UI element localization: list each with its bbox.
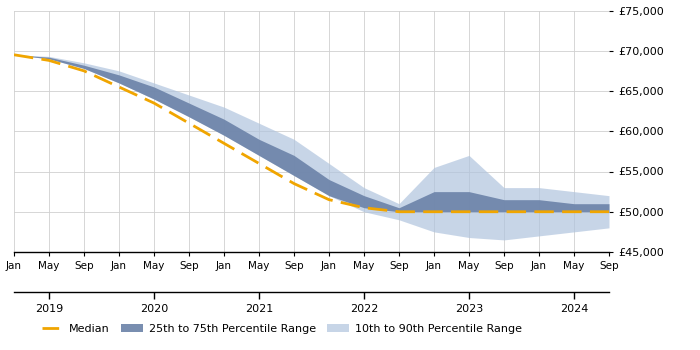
Legend: Median, 25th to 75th Percentile Range, 10th to 90th Percentile Range: Median, 25th to 75th Percentile Range, 1…: [37, 319, 526, 338]
